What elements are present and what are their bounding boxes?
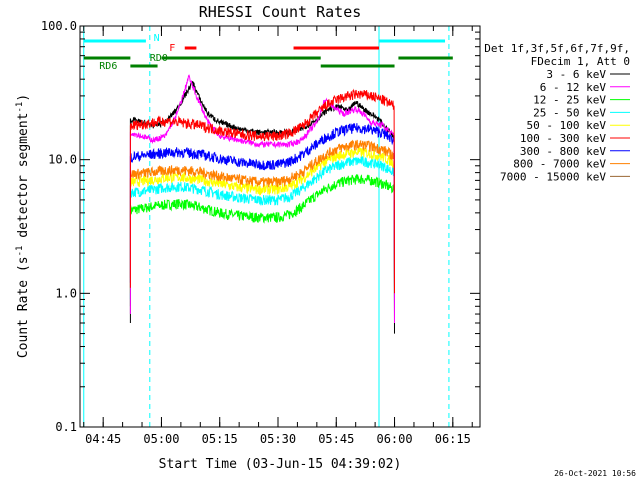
series-line xyxy=(129,155,395,307)
legend: Det 1f,3f,5f,6f,7f,9f, FDecim 1, Att 0 3… xyxy=(484,42,630,183)
x-tick-label: 06:00 xyxy=(376,432,412,446)
legend-header-line-1: Det 1f,3f,5f,6f,7f,9f, xyxy=(484,42,630,55)
chart-title: RHESSI Count Rates xyxy=(199,3,362,21)
flare-flag-label: F xyxy=(169,43,175,54)
legend-item-label: 800 - 7000 keV xyxy=(513,158,606,171)
y-tick-label: 0.1 xyxy=(55,420,77,434)
x-tick-label: 06:15 xyxy=(435,432,471,446)
vertical-markers xyxy=(83,26,450,427)
series-line xyxy=(129,88,395,294)
legend-item-label: 25 - 50 keV xyxy=(533,106,606,119)
series-line xyxy=(129,74,395,324)
timestamp: 26-Oct-2021 10:56 xyxy=(554,469,636,478)
series-line xyxy=(129,174,395,315)
y-tick-label: 100.0 xyxy=(41,19,77,33)
decimation-label-rd6: RD6 xyxy=(99,61,117,72)
plot-frame xyxy=(79,25,481,428)
y-tick-label: 1.0 xyxy=(55,286,77,300)
x-tick-label: 05:00 xyxy=(143,432,179,446)
x-tick-label: 05:45 xyxy=(318,432,354,446)
y-axis-label: Count Rate (s-1 detector segment-1) xyxy=(15,94,31,358)
legend-item-label: 100 - 300 keV xyxy=(520,132,606,145)
legend-item-label: 12 - 25 keV xyxy=(533,94,606,107)
x-tick-label: 05:30 xyxy=(260,432,296,446)
y-tick-label: 10.0 xyxy=(48,153,77,167)
legend-item-label: 7000 - 15000 keV xyxy=(500,170,606,183)
legend-item-label: 300 - 800 keV xyxy=(520,145,606,158)
series-line xyxy=(129,139,395,283)
legend-item-label: 3 - 6 keV xyxy=(546,68,606,81)
status-flag-bars: NF RD6 RD0 xyxy=(83,33,453,72)
x-tick-label: 05:15 xyxy=(202,432,238,446)
plot-area: NF RD6 RD0 0.1 1.0 10.0 100.0 04:45 05:00 05:15… xyxy=(41,19,481,446)
attenuator-label: N xyxy=(154,33,160,44)
decimation-label-rd0: RD0 xyxy=(150,53,168,64)
legend-item-label: 6 - 12 keV xyxy=(540,81,607,94)
series-layer xyxy=(129,74,395,334)
series-line xyxy=(129,80,395,334)
x-axis: 04:45 05:00 05:15 05:30 05:45 06:00 06:15 xyxy=(83,26,473,446)
x-tick-label: 04:45 xyxy=(85,432,121,446)
series-line xyxy=(129,147,395,300)
series-line xyxy=(129,123,395,288)
legend-item-label: 50 - 100 keV xyxy=(527,119,607,132)
legend-header-line-2: FDecim 1, Att 0 xyxy=(531,55,630,68)
y-axis: 0.1 1.0 10.0 100.0 xyxy=(41,19,480,434)
x-axis-label: Start Time (03-Jun-15 04:39:02) xyxy=(159,457,402,472)
